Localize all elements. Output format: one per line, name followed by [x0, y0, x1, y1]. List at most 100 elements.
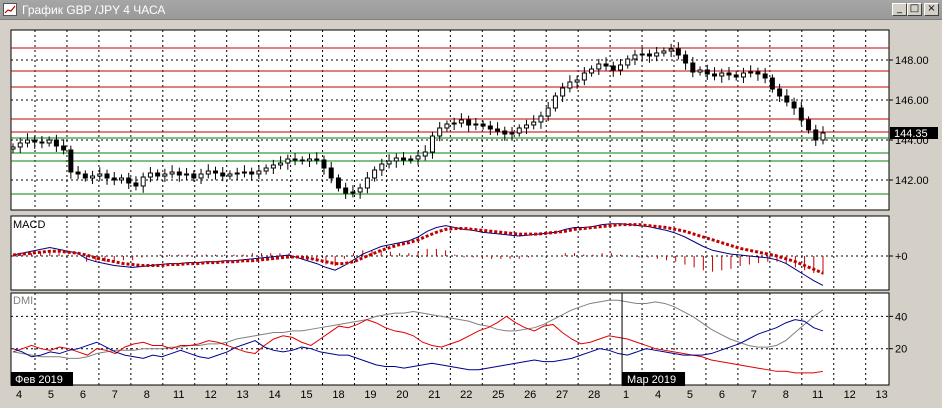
candle-body: [321, 159, 327, 169]
x-axis-label: 14: [268, 389, 280, 401]
minimize-button[interactable]: _: [892, 3, 907, 16]
candle-body: [133, 182, 139, 187]
candle-body: [618, 64, 623, 71]
candle-body: [191, 173, 197, 179]
candle-body: [639, 53, 645, 56]
candle-body: [61, 145, 67, 151]
candle-body: [314, 158, 320, 161]
candle-body: [176, 171, 182, 176]
y-axis-label: 148.00: [895, 55, 929, 67]
candle-body: [646, 53, 652, 57]
candle-body: [140, 176, 146, 187]
candle-body: [625, 58, 631, 66]
candle-body: [762, 73, 768, 79]
candle-body: [596, 63, 602, 70]
candle-body: [509, 132, 515, 135]
candle-body: [777, 88, 783, 97]
candle-body: [668, 48, 674, 52]
candle-body: [574, 79, 580, 83]
candle-body: [712, 73, 718, 77]
candle-body: [162, 173, 168, 177]
candle-body: [466, 119, 472, 126]
window-titlebar[interactable]: График GBP /JPY 4 ЧАСА _ □ ×: [0, 0, 942, 20]
candle-body: [603, 63, 609, 67]
candle-body: [567, 81, 573, 89]
x-axis-label: 8: [783, 389, 789, 401]
candle-body: [17, 142, 23, 148]
x-axis-label: 8: [144, 389, 150, 401]
candle-body: [690, 62, 696, 73]
macd-signal-line: [12, 223, 824, 275]
candle-body: [791, 101, 797, 109]
candle-body: [169, 171, 175, 175]
candle-body: [278, 162, 284, 166]
candle-body: [429, 135, 435, 153]
candle-body: [292, 158, 298, 161]
dmi-label: DMI: [13, 295, 33, 307]
candle-body: [90, 175, 96, 179]
y-axis-label: 20: [895, 344, 907, 356]
candle-body: [719, 72, 725, 77]
candle-body: [495, 128, 501, 132]
close-button[interactable]: ×: [924, 3, 939, 16]
x-axis-label: 7: [751, 389, 757, 401]
x-axis-label: 21: [428, 389, 440, 401]
candle-body: [285, 158, 291, 164]
candle-body: [32, 139, 38, 143]
candle-body: [213, 170, 218, 174]
x-axis-label: 1: [623, 389, 629, 401]
candle-body: [531, 121, 537, 126]
candle-body: [147, 172, 153, 178]
x-axis-label: 25: [492, 389, 504, 401]
x-axis-label: 11: [173, 389, 184, 401]
candle-body: [451, 122, 457, 125]
candle-body: [487, 125, 493, 130]
candle-body: [299, 159, 305, 162]
candle-body: [820, 132, 826, 141]
candle-body: [697, 69, 703, 73]
candle-body: [740, 72, 746, 78]
candle-body: [726, 72, 732, 76]
x-axis-label: 18: [332, 389, 344, 401]
candle-body: [422, 151, 428, 157]
candle-body: [249, 171, 255, 175]
candle-body: [516, 127, 522, 134]
dmi-adx-line: [12, 299, 824, 359]
x-axis-label: 11: [812, 389, 823, 401]
candle-body: [198, 173, 204, 179]
candle-body: [97, 173, 103, 177]
candle-body: [560, 87, 566, 97]
candle-body: [111, 177, 117, 181]
candle-body: [256, 170, 262, 175]
candle-body: [545, 107, 551, 117]
maximize-button[interactable]: □: [907, 3, 922, 16]
dmi-minus-di-line: [12, 319, 824, 371]
candle-body: [704, 69, 710, 75]
candle-body: [523, 124, 529, 129]
candle-body: [654, 52, 660, 57]
candle-body: [769, 77, 775, 90]
candle-body: [307, 158, 313, 162]
x-axis-label: 4: [16, 389, 22, 401]
candle-body: [24, 139, 30, 144]
x-axis-label: 5: [48, 389, 54, 401]
candle-body: [75, 171, 81, 175]
period-label: Мар 2019: [627, 374, 676, 386]
candle-body: [234, 172, 240, 175]
chart-area[interactable]: 4 5 6 7 8 11 12 13 14 15 18 19 20 21 22 25 26 27 28 1 4 5 6 7 8 1…: [0, 20, 942, 408]
x-axis-label: 27: [556, 389, 568, 401]
candle-body: [755, 71, 761, 75]
candle-body: [364, 177, 370, 189]
y-axis-label: 142.00: [895, 175, 929, 187]
candle-body: [502, 130, 508, 135]
candle-body: [335, 177, 341, 189]
candle-body: [39, 141, 45, 144]
candle-body: [393, 157, 399, 162]
candle-body: [350, 191, 356, 194]
candle-body: [748, 71, 754, 74]
candle-body: [270, 164, 276, 169]
candle-body: [10, 146, 16, 150]
candle-body: [227, 173, 233, 177]
candle-body: [444, 123, 450, 129]
x-axis-label: 5: [687, 389, 693, 401]
